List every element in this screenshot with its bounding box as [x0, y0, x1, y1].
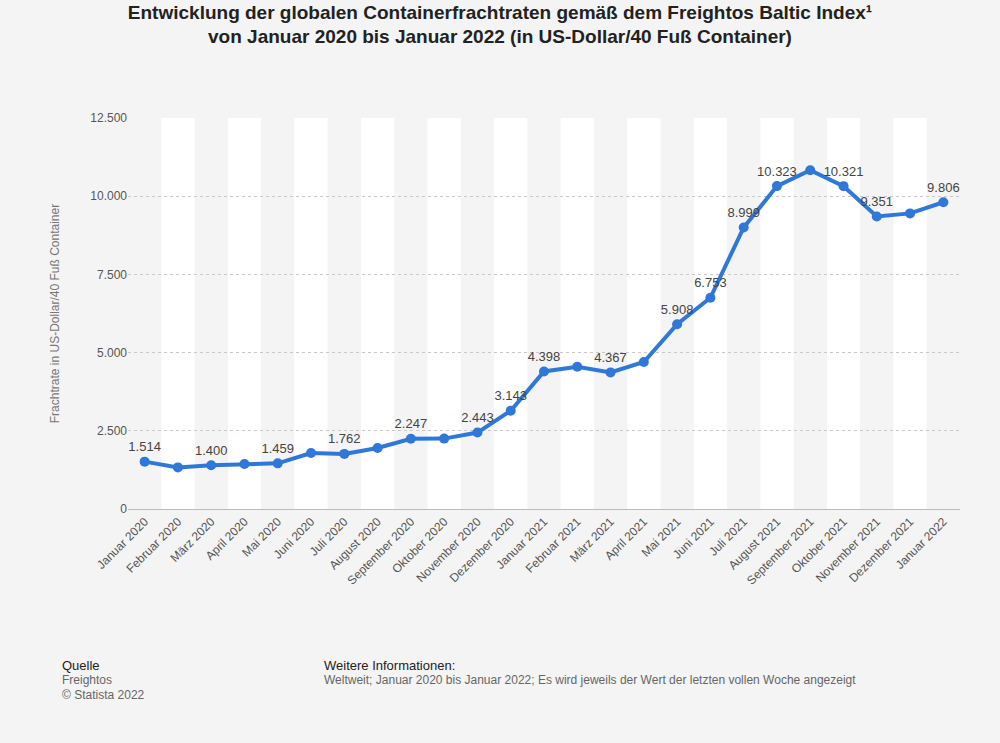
- svg-text:Oktober 2020: Oktober 2020: [389, 515, 451, 577]
- svg-text:September 2021: September 2021: [744, 515, 817, 588]
- svg-text:Oktober 2021: Oktober 2021: [789, 515, 851, 577]
- svg-text:4.398: 4.398: [528, 349, 561, 364]
- svg-text:Mai 2021: Mai 2021: [639, 515, 684, 560]
- svg-text:November 2020: November 2020: [414, 515, 485, 586]
- svg-text:1.762: 1.762: [328, 431, 361, 446]
- svg-text:August 2020: August 2020: [326, 515, 384, 573]
- svg-text:Dezember 2021: Dezember 2021: [846, 515, 917, 586]
- svg-text:März 2021: März 2021: [567, 515, 617, 565]
- svg-text:10.323: 10.323: [757, 164, 797, 179]
- html-text:Weltweit; Januar 2020 bis Janu: Weltweit; Januar 2020 bis Januar 2022; E…: [324, 673, 856, 687]
- svg-text:Februar 2021: Februar 2021: [523, 515, 584, 576]
- svg-text:April 2020: April 2020: [203, 515, 251, 563]
- svg-text:9.806: 9.806: [927, 180, 960, 195]
- svg-text:10.321: 10.321: [824, 164, 864, 179]
- svg-text:November 2021: November 2021: [813, 515, 884, 586]
- svg-text:Januar 2021: Januar 2021: [493, 515, 550, 572]
- svg-text:6.753: 6.753: [694, 275, 727, 290]
- svg-text:Juli 2020: Juli 2020: [307, 515, 351, 559]
- svg-text:0: 0: [120, 502, 127, 516]
- svg-text:1.514: 1.514: [128, 439, 161, 454]
- svg-text:August 2021: August 2021: [726, 515, 784, 573]
- svg-text:12.500: 12.500: [90, 111, 127, 125]
- svg-text:4.367: 4.367: [594, 350, 627, 365]
- html-text:Quelle: Quelle: [62, 658, 100, 673]
- svg-text:Februar 2020: Februar 2020: [123, 515, 184, 576]
- svg-text:Juni 2021: Juni 2021: [670, 515, 717, 562]
- svg-text:10.000: 10.000: [90, 189, 127, 203]
- svg-text:Entwicklung der globalen Conta: Entwicklung der globalen Containerfracht…: [128, 2, 872, 48]
- svg-text:März 2020: März 2020: [168, 515, 218, 565]
- svg-text:April 2021: April 2021: [602, 515, 650, 563]
- svg-text:Dezember 2020: Dezember 2020: [447, 515, 518, 586]
- svg-text:1.400: 1.400: [195, 443, 228, 458]
- svg-text:2.443: 2.443: [461, 410, 494, 425]
- svg-text:2.247: 2.247: [395, 416, 428, 431]
- svg-text:3.143: 3.143: [494, 388, 527, 403]
- svg-text:Juni 2020: Juni 2020: [271, 515, 318, 562]
- svg-text:September 2020: September 2020: [345, 515, 418, 588]
- svg-text:Januar 2022: Januar 2022: [893, 515, 950, 572]
- svg-text:5.000: 5.000: [97, 346, 127, 360]
- html-text:Freightos: Freightos: [62, 673, 112, 687]
- svg-text:2.500: 2.500: [97, 424, 127, 438]
- svg-text:9.351: 9.351: [861, 194, 894, 209]
- svg-text:5.908: 5.908: [661, 302, 694, 317]
- svg-text:Juli 2021: Juli 2021: [706, 515, 750, 559]
- svg-text:Frachtrate in US-Dollar/40 Fuß: Frachtrate in US-Dollar/40 Fuß Container: [48, 204, 62, 423]
- svg-text:8.999: 8.999: [727, 205, 760, 220]
- svg-text:7.500: 7.500: [97, 268, 127, 282]
- html-text:© Statista 2022: © Statista 2022: [62, 688, 145, 702]
- svg-text:Januar 2020: Januar 2020: [94, 515, 151, 572]
- svg-text:Mai 2020: Mai 2020: [239, 515, 284, 560]
- html-text:Weitere Informationen:: Weitere Informationen:: [324, 658, 456, 673]
- svg-text:1.459: 1.459: [261, 441, 294, 456]
